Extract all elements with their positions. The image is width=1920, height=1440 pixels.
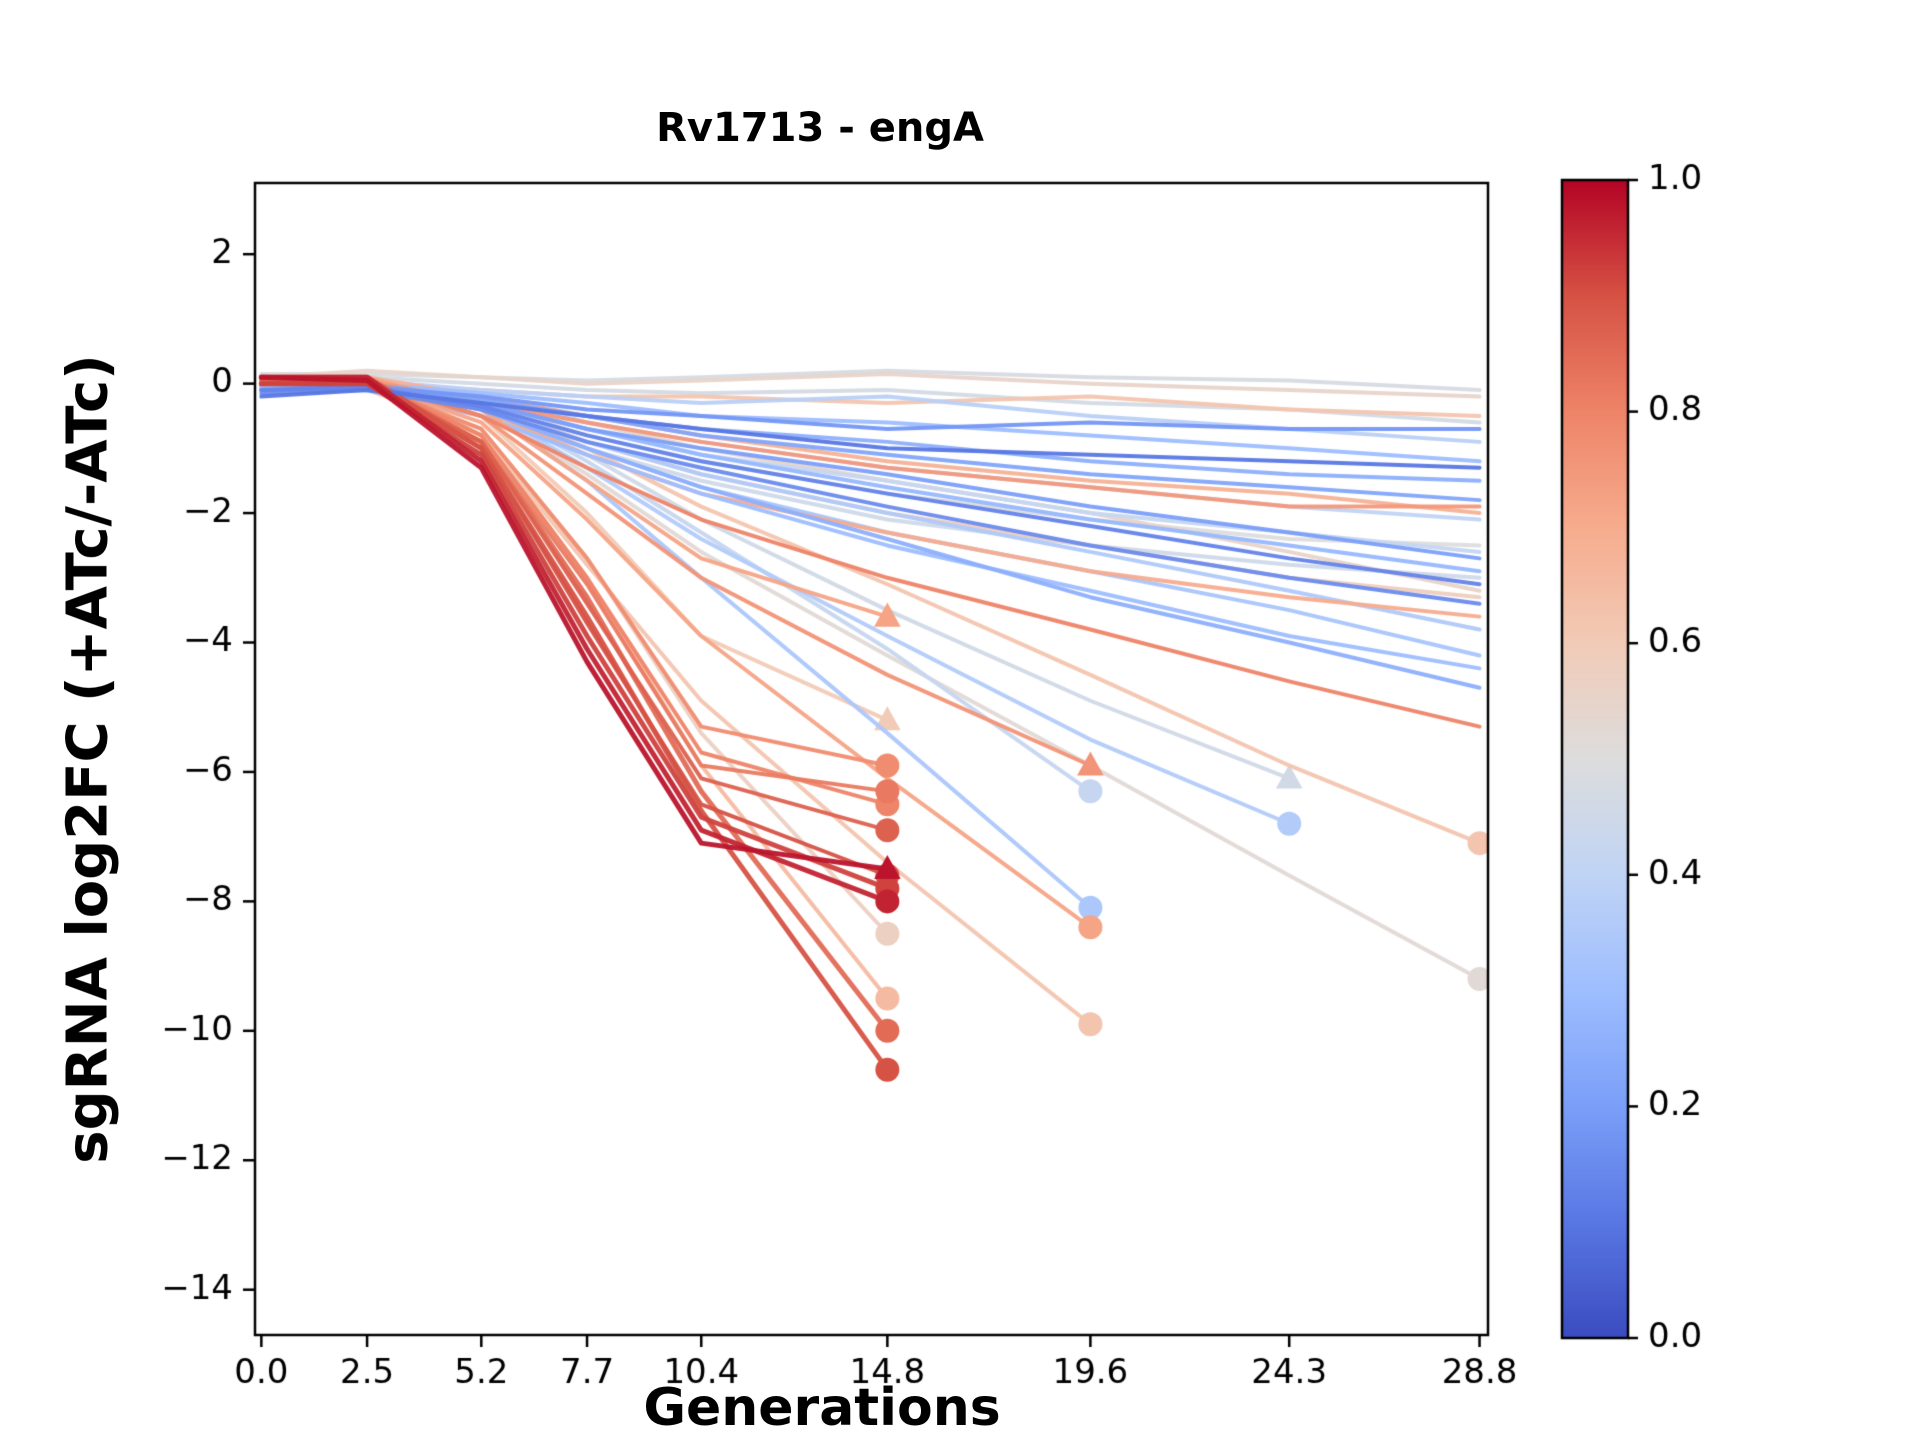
y-axis-label: sgRNA log2FC (+ATc/-ATc) xyxy=(55,354,121,1164)
x-axis-label: Generations xyxy=(643,1378,1001,1438)
chart-title: Rv1713 - engA xyxy=(656,105,984,151)
